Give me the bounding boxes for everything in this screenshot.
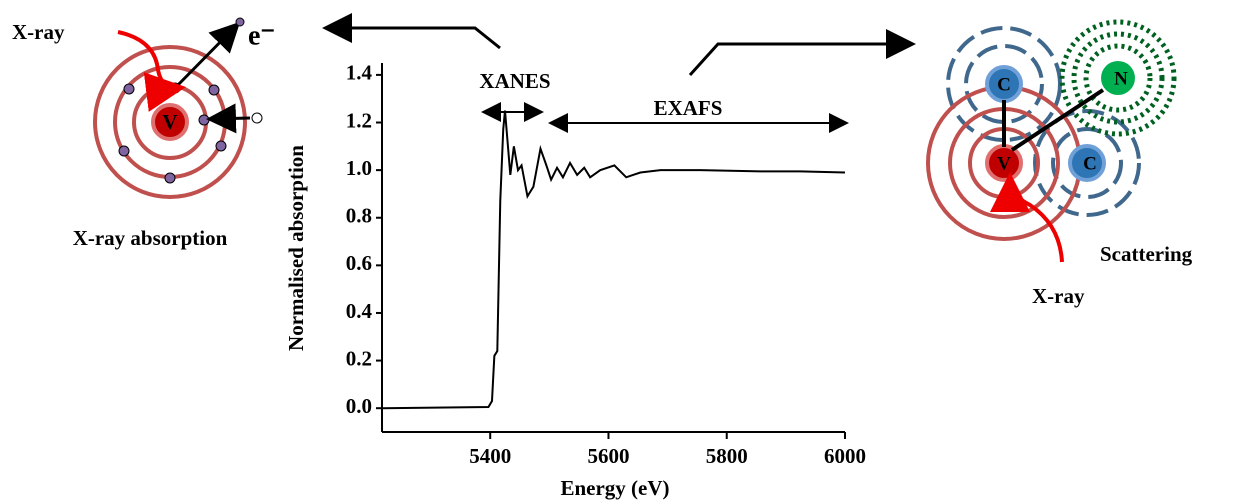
y-tick-label: 1.0 (346, 156, 372, 180)
y-tick-label: 1.4 (346, 61, 373, 85)
annotation: XANES (479, 69, 550, 93)
y-tick-label: 0.8 (346, 204, 372, 228)
y-axis-label: Normalised absorption (284, 145, 308, 351)
y-tick-label: 1.2 (346, 108, 372, 132)
absorption-diagram: X-ray e⁻ V X-ray absorption (12, 17, 275, 250)
plot: 0.0 0.2 0.4 0.6 0.8 1.0 1.2 1.4 5400 5600 5800 6000 (346, 61, 866, 468)
annotation: EXAFS (654, 96, 723, 120)
y-tick-label: 0.6 (346, 251, 372, 275)
annotation: X-ray (1032, 284, 1085, 308)
y-tick-label: 0.4 (346, 299, 373, 323)
x-tick-label: 6000 (824, 444, 866, 468)
y-tick-label: 0.2 (346, 346, 372, 370)
x-tick-label: 5800 (706, 444, 748, 468)
annotation: V (162, 110, 177, 134)
y-tick-label: 0.0 (346, 394, 372, 418)
line (381, 110, 846, 410)
scattering-diagram: C N C V Scattering X-ray (926, 19, 1193, 308)
x-tick-label: 5400 (469, 444, 511, 468)
annotation: C (1083, 153, 1097, 174)
annotation: V (997, 153, 1011, 174)
annotation: C (997, 74, 1011, 95)
annotation: e⁻ (248, 20, 275, 51)
annotation: X-ray (12, 20, 65, 44)
x-axis-label: Energy (eV) (560, 476, 669, 500)
annotation: Scattering (1100, 242, 1193, 266)
x-tick-label: 5600 (587, 444, 629, 468)
annotation: X-ray absorption (73, 226, 228, 250)
annotation: N (1114, 68, 1128, 89)
